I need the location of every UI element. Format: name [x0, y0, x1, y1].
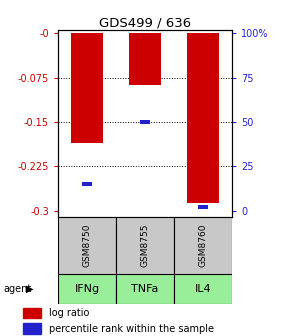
Bar — [140, 120, 150, 124]
Text: percentile rank within the sample: percentile rank within the sample — [49, 324, 214, 334]
Bar — [71, 33, 103, 143]
Bar — [23, 323, 41, 334]
Bar — [58, 274, 116, 304]
Text: GSM8760: GSM8760 — [198, 223, 208, 267]
Text: TNFa: TNFa — [131, 284, 159, 294]
Bar — [129, 33, 161, 85]
Bar — [116, 274, 174, 304]
Title: GDS499 / 636: GDS499 / 636 — [99, 16, 191, 29]
Text: log ratio: log ratio — [49, 308, 90, 318]
Bar — [82, 182, 92, 186]
Text: IFNg: IFNg — [75, 284, 99, 294]
Text: ▶: ▶ — [26, 284, 34, 294]
Text: GSM8755: GSM8755 — [140, 223, 150, 267]
Text: GSM8750: GSM8750 — [82, 223, 92, 267]
Bar — [174, 217, 232, 274]
Bar — [23, 308, 41, 318]
Bar — [174, 274, 232, 304]
Bar — [58, 217, 116, 274]
Bar — [116, 217, 174, 274]
Bar — [198, 205, 208, 209]
Bar — [187, 33, 219, 203]
Text: agent: agent — [3, 284, 31, 294]
Text: IL4: IL4 — [195, 284, 211, 294]
